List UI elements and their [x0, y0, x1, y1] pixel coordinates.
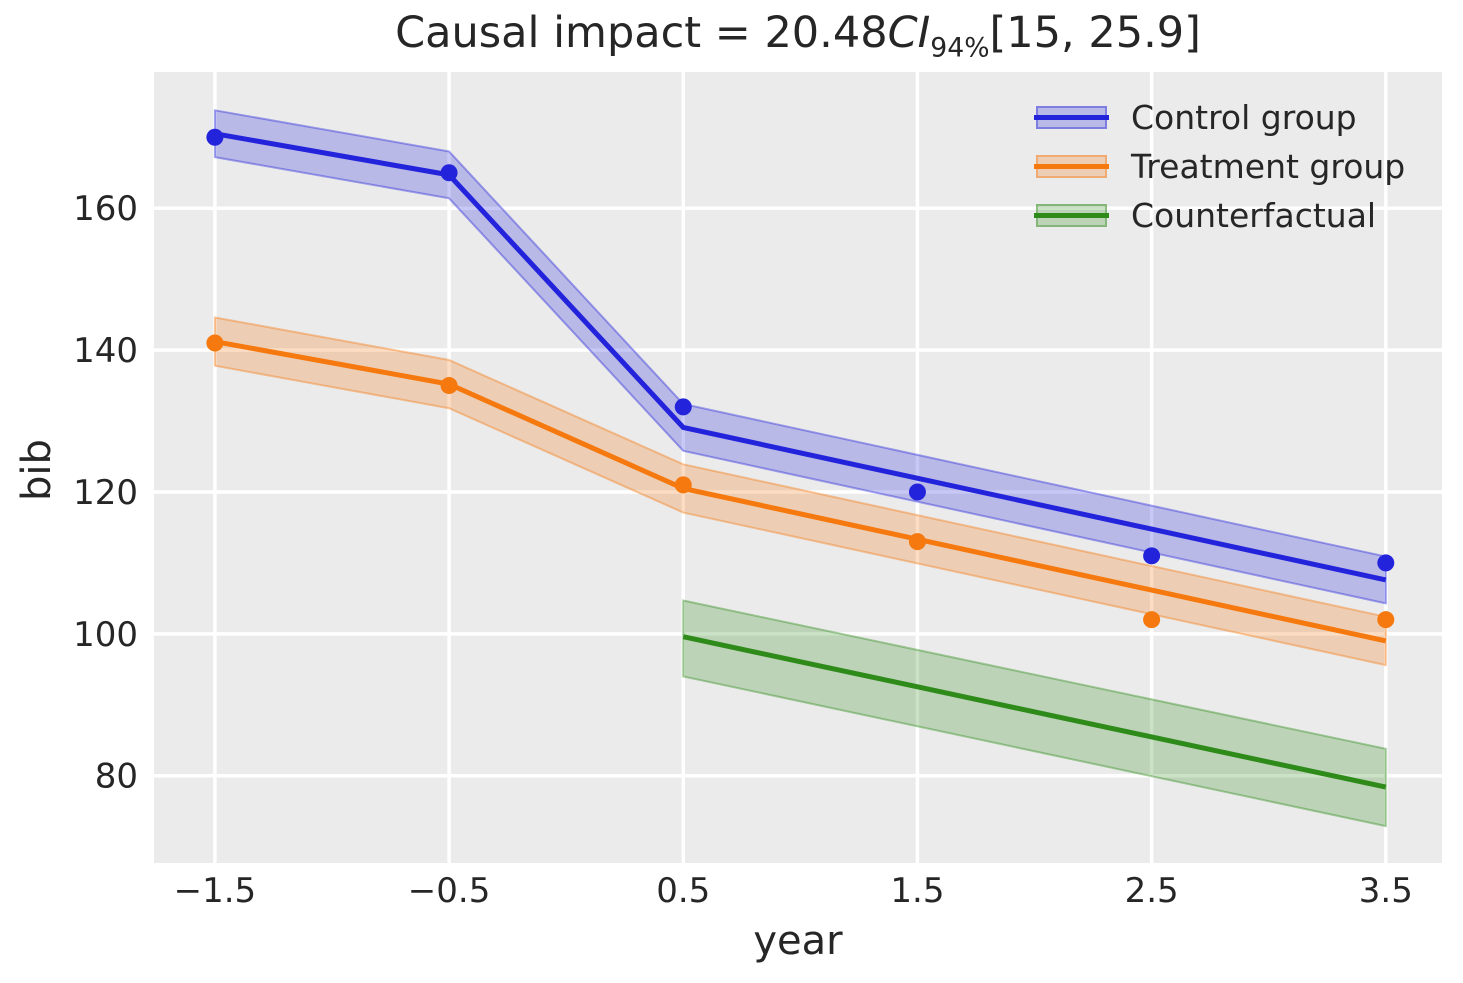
x-tick-label: −0.5	[408, 871, 491, 911]
treatment-group-point	[1143, 611, 1161, 629]
title-prefix: Causal impact = 20.48	[395, 8, 888, 58]
x-tick-label: 1.5	[890, 871, 944, 911]
control-group-point	[206, 128, 224, 146]
title-ci-subscript: 94%	[930, 32, 990, 64]
control-group-point	[1143, 547, 1161, 565]
legend-item-treatment-group: Treatment group	[1034, 142, 1406, 191]
treatment-group-point	[674, 476, 692, 494]
legend-swatch-treatment-group	[1034, 155, 1109, 178]
control-group-point	[1377, 554, 1395, 572]
y-tick-label: 100	[73, 615, 138, 655]
legend: Control group Treatment group Counterfactu…	[1034, 93, 1406, 240]
x-tick-label: 2.5	[1125, 871, 1179, 911]
chart-title: Causal impact = 20.48CI94%[15, 25.9]	[154, 8, 1442, 64]
legend-swatch-control-group	[1034, 106, 1109, 129]
y-tick-label: 140	[73, 331, 138, 371]
x-tick-label: 3.5	[1359, 871, 1413, 911]
control-group-point	[440, 164, 458, 182]
legend-item-counterfactual: Counterfactual	[1034, 191, 1405, 240]
legend-label-treatment-group: Treatment group	[1131, 147, 1406, 186]
legend-item-control-group: Control group	[1034, 93, 1405, 142]
title-interval: [15, 25.9]	[989, 8, 1201, 58]
legend-label-control-group: Control group	[1131, 98, 1357, 137]
treatment-group-line	[214, 339, 1387, 644]
y-tick-label: 160	[73, 189, 138, 229]
control-group-point	[908, 483, 926, 501]
title-ci: CI	[887, 8, 931, 58]
counterfactual-line	[682, 634, 1387, 790]
y-tick-label: 80	[95, 757, 138, 797]
y-tick-label: 120	[73, 473, 138, 513]
x-tick-label: 0.5	[656, 871, 710, 911]
y-axis-label: bib	[14, 439, 60, 501]
control-group-point	[674, 398, 692, 416]
treatment-group-point	[1377, 611, 1395, 629]
x-axis-label: year	[753, 918, 843, 964]
treatment-group-point	[206, 334, 224, 352]
treatment-group-point	[440, 377, 458, 395]
legend-swatch-counterfactual	[1034, 204, 1109, 227]
control-group-line	[214, 131, 1387, 583]
treatment-group-point	[908, 533, 926, 551]
plot-background	[154, 72, 1442, 863]
legend-label-counterfactual: Counterfactual	[1131, 196, 1377, 235]
x-tick-label: −1.5	[174, 871, 257, 911]
control-group-band	[213, 109, 1387, 605]
